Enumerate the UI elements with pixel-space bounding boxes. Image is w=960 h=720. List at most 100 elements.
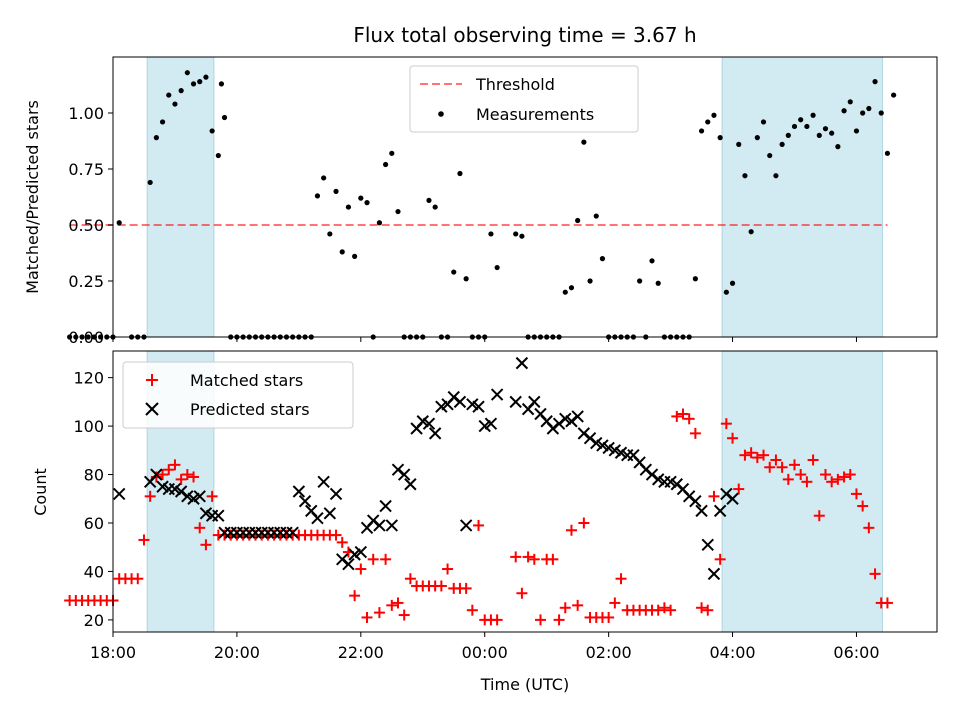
measurements-point [810,112,816,118]
bottom-axes-frame [112,350,938,633]
bottom-y-tick-label: 40 [84,562,104,581]
matched-stars-point [770,454,782,466]
measurements-point [203,74,209,80]
predicted-stars-point [713,504,727,518]
measurements-point [822,126,829,132]
top-y-tick-label: 0.25 [68,272,104,291]
measurements-point [519,233,525,239]
measurements-point [791,123,798,130]
measurements-point [432,204,438,210]
matched-stars-point [782,473,794,485]
measurements-point [891,92,897,98]
measurements-point [575,217,581,224]
matched-stars-point [689,427,701,439]
matched-stars-point [572,599,584,611]
bottom-y-tick-label: 100 [73,417,104,436]
bottom-legend: Matched stars Predicted stars [122,361,354,429]
matched-stars-point [857,500,869,512]
measurements-point [494,264,500,271]
predicted-stars-point [509,395,522,409]
measurements-point [395,208,401,215]
x-tick-label: 18:00 [90,643,136,662]
predicted-stars-point [472,400,485,413]
matched-stars-point [658,602,670,614]
measurements-point [748,229,754,235]
predicted-stars-point [385,519,399,532]
measurements-point [637,278,643,284]
predicted-stars-point [379,499,392,513]
measurements-point [91,334,98,340]
measurements-point [736,141,742,147]
top-panel: 0.00 0.25 0.50 0.75 1.00 Matched/Predicted s… [23,56,938,347]
measurements-point [711,112,717,118]
predicted-stars-point [317,475,330,489]
matched-stars-point [565,524,577,536]
predicted-stars-point [422,417,436,430]
matched-stars-point [442,563,454,575]
predicted-stars-point [695,504,708,518]
measurements-point [345,204,352,210]
measurements-point [215,152,221,159]
predicted-stars-point [515,356,529,370]
matched-stars-point [466,604,478,616]
predicted-stars-point [726,492,739,505]
measurements-point [723,289,729,295]
matched-stars-point [801,476,813,488]
measurements-point [314,193,321,199]
matched-stars-point [157,469,169,481]
measurements-point [488,231,494,237]
predicted-stars-point [329,487,343,501]
measurements-point [457,170,463,177]
measurements-point [705,119,711,125]
matched-stars-point [188,471,200,483]
matched-stars-point [386,599,398,611]
bottom-y-tick-label: 20 [84,611,104,630]
matched-stars-point [751,452,763,464]
matched-stars-point [547,553,559,565]
top-legend-box [409,65,639,133]
predicted-stars-point [459,519,473,532]
measurements-point [172,101,178,107]
measurements-point [98,334,104,340]
top-y-tick-label: 0.75 [68,160,104,179]
predicted-stars-point [286,526,299,539]
measurements-point [816,132,822,138]
measurements-point [197,79,203,85]
predicted-stars-point [571,410,584,423]
matched-stars-point [727,432,739,444]
matched-stars-point [714,553,726,565]
legend-matched-label: Matched stars [190,371,303,390]
matched-stars-point [819,469,831,481]
matched-stars-point [838,471,850,483]
measurements-point [451,269,457,275]
measurements-point [389,150,395,156]
legend-predicted-label: Predicted stars [190,400,310,419]
matched-stars-point [813,510,825,522]
measurements-point [79,334,85,340]
measurements-point [692,276,698,282]
x-tick-label: 00:00 [462,643,508,662]
top-axes-frame [112,56,938,338]
matched-stars-point [764,461,776,473]
matched-stars-point [795,469,807,481]
matched-stars-point [330,529,342,541]
measurements-point [829,130,835,136]
matched-stars-point [807,454,819,466]
top-y-tick-label: 0.50 [68,216,104,235]
predicted-stars-point [373,519,386,532]
bottom-y-axis-label: Count [31,468,50,516]
chart-title: Flux total observing time = 3.67 h [353,23,696,47]
measurements-point [426,197,432,203]
measurements-point [841,108,847,114]
measurements-point [67,334,73,340]
matched-stars-point [355,563,367,575]
measurements-point [116,220,122,226]
measurements-point [649,258,655,264]
measurements-point [184,70,190,76]
predicted-stars-point [528,395,541,409]
measurements-point [568,285,575,291]
matched-stars-point [758,449,770,461]
predicted-stars-point [323,507,337,520]
matched-stars-point [844,469,856,481]
